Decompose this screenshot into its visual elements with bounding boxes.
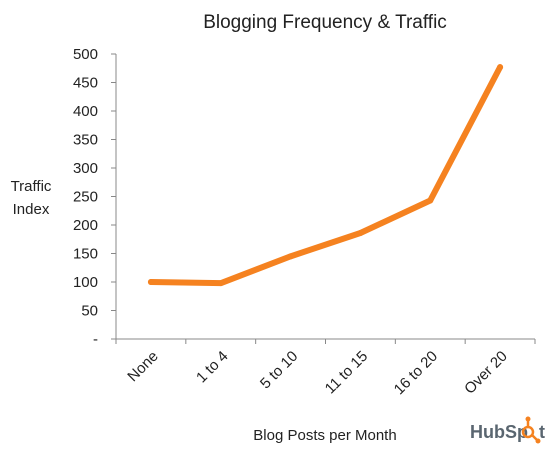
x-tick-label: Over 20 [461, 348, 511, 398]
x-ticks: None 1 to 4 5 to 10 11 to 15 16 to 20 Over 20 [115, 339, 536, 398]
x-tick-label: None [124, 348, 161, 385]
y-tick-label: 450 [73, 75, 98, 92]
plot-area [147, 64, 504, 287]
y-tick-label: 200 [73, 217, 98, 234]
data-point [357, 229, 364, 236]
series-line [147, 64, 504, 287]
data-point [497, 64, 504, 71]
x-tick-label: 5 to 10 [257, 348, 301, 392]
x-tick-label: 16 to 20 [391, 348, 441, 398]
y-tick-label: 150 [73, 246, 98, 263]
data-point [217, 280, 224, 287]
data-point [427, 197, 434, 204]
hubspot-logo: HubSp t [470, 416, 545, 444]
sprocket-icon [521, 416, 541, 444]
chart-title: Blogging Frequency & Traffic [203, 12, 447, 33]
y-axis-label-line-2: Index [13, 201, 50, 218]
data-point [287, 253, 294, 260]
y-tick-label: 400 [73, 103, 98, 120]
y-tick-label: 50 [81, 303, 98, 320]
x-tick-label: 11 to 15 [322, 348, 372, 398]
x-tick-label: 1 to 4 [193, 348, 232, 387]
y-axis-label-line-1: Traffic [11, 178, 52, 195]
y-tick-label: - [93, 331, 98, 348]
y-tick-label: 350 [73, 132, 98, 149]
y-tick-label: 250 [73, 189, 98, 206]
y-tick-label: 500 [73, 46, 98, 63]
x-axis-label: Blog Posts per Month [253, 427, 396, 444]
data-point [147, 279, 154, 285]
y-tick-label: 300 [73, 160, 98, 177]
y-tick-label: 100 [73, 274, 98, 291]
y-ticks: - 50 100 150 200 250 300 350 400 450 500 [73, 46, 116, 348]
